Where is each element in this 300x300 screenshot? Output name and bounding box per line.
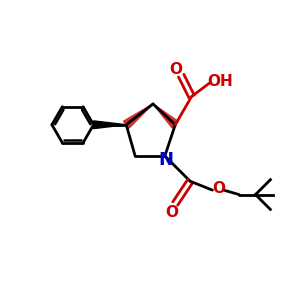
Text: O: O <box>212 181 226 196</box>
Text: OH: OH <box>207 74 233 89</box>
Text: O: O <box>165 205 178 220</box>
Polygon shape <box>153 104 178 128</box>
Text: N: N <box>158 152 173 169</box>
Text: O: O <box>169 62 182 77</box>
Polygon shape <box>94 121 126 129</box>
Polygon shape <box>124 104 153 128</box>
